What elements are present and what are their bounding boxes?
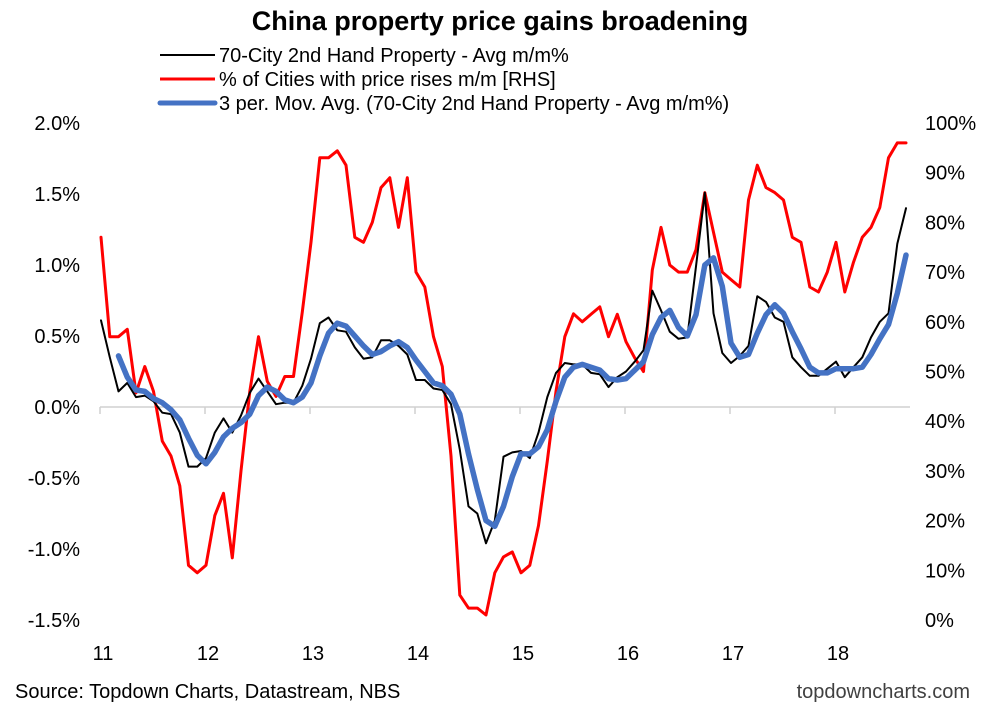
right-tick-label: 60% (925, 312, 965, 334)
x-axis: 11 12 13 14 15 16 17 18 (93, 406, 910, 665)
series-line-0 (100, 191, 907, 545)
chart-title: China property price gains broadening (252, 6, 749, 36)
left-axis: 2.0% 1.5% 1.0% 0.5% 0.0% -0.5% -1.0% -1.5% (28, 113, 80, 632)
right-tick-label: 10% (925, 560, 965, 582)
left-tick-label: 1.5% (34, 184, 80, 206)
brand-url: topdowncharts.com (797, 681, 970, 703)
x-tick-label: 13 (302, 643, 324, 665)
left-tick-label: 2.0% (34, 113, 80, 135)
right-tick-label: 40% (925, 411, 965, 433)
series-line-2 (115, 252, 909, 530)
legend-label-red: % of Cities with price rises m/m [RHS] (219, 69, 556, 91)
x-tick-label: 17 (722, 643, 744, 665)
x-tick-label: 15 (512, 643, 534, 665)
x-tick-label: 11 (93, 643, 114, 665)
right-axis: 100% 90% 80% 70% 60% 50% 40% 30% 20% 10% 0% (925, 113, 976, 632)
right-tick-label: 100% (925, 113, 976, 135)
series-line-1 (99, 141, 908, 617)
x-tick-label: 18 (827, 643, 849, 665)
right-tick-label: 70% (925, 262, 965, 284)
left-tick-label: 1.0% (34, 255, 80, 277)
series-layer (99, 141, 909, 617)
x-tick-label: 14 (407, 643, 429, 665)
right-tick-label: 80% (925, 212, 965, 234)
legend-label-blue: 3 per. Mov. Avg. (70-City 2nd Hand Prope… (219, 93, 729, 115)
right-tick-label: 90% (925, 163, 965, 185)
right-tick-label: 50% (925, 362, 965, 384)
left-tick-label: 0.5% (34, 326, 80, 348)
x-tick-label: 12 (197, 643, 219, 665)
legend: 70-City 2nd Hand Property - Avg m/m% % o… (157, 45, 729, 115)
right-tick-label: 30% (925, 461, 965, 483)
left-tick-label: 0.0% (34, 397, 80, 419)
right-tick-label: 20% (925, 511, 965, 533)
right-tick-label: 0% (925, 610, 954, 632)
left-tick-label: -1.0% (28, 539, 80, 561)
source-note: Source: Topdown Charts, Datastream, NBS (15, 681, 400, 703)
legend-label-black: 70-City 2nd Hand Property - Avg m/m% (219, 45, 569, 67)
left-tick-label: -0.5% (28, 468, 80, 490)
left-tick-label: -1.5% (28, 610, 80, 632)
x-tick-label: 16 (617, 643, 639, 665)
